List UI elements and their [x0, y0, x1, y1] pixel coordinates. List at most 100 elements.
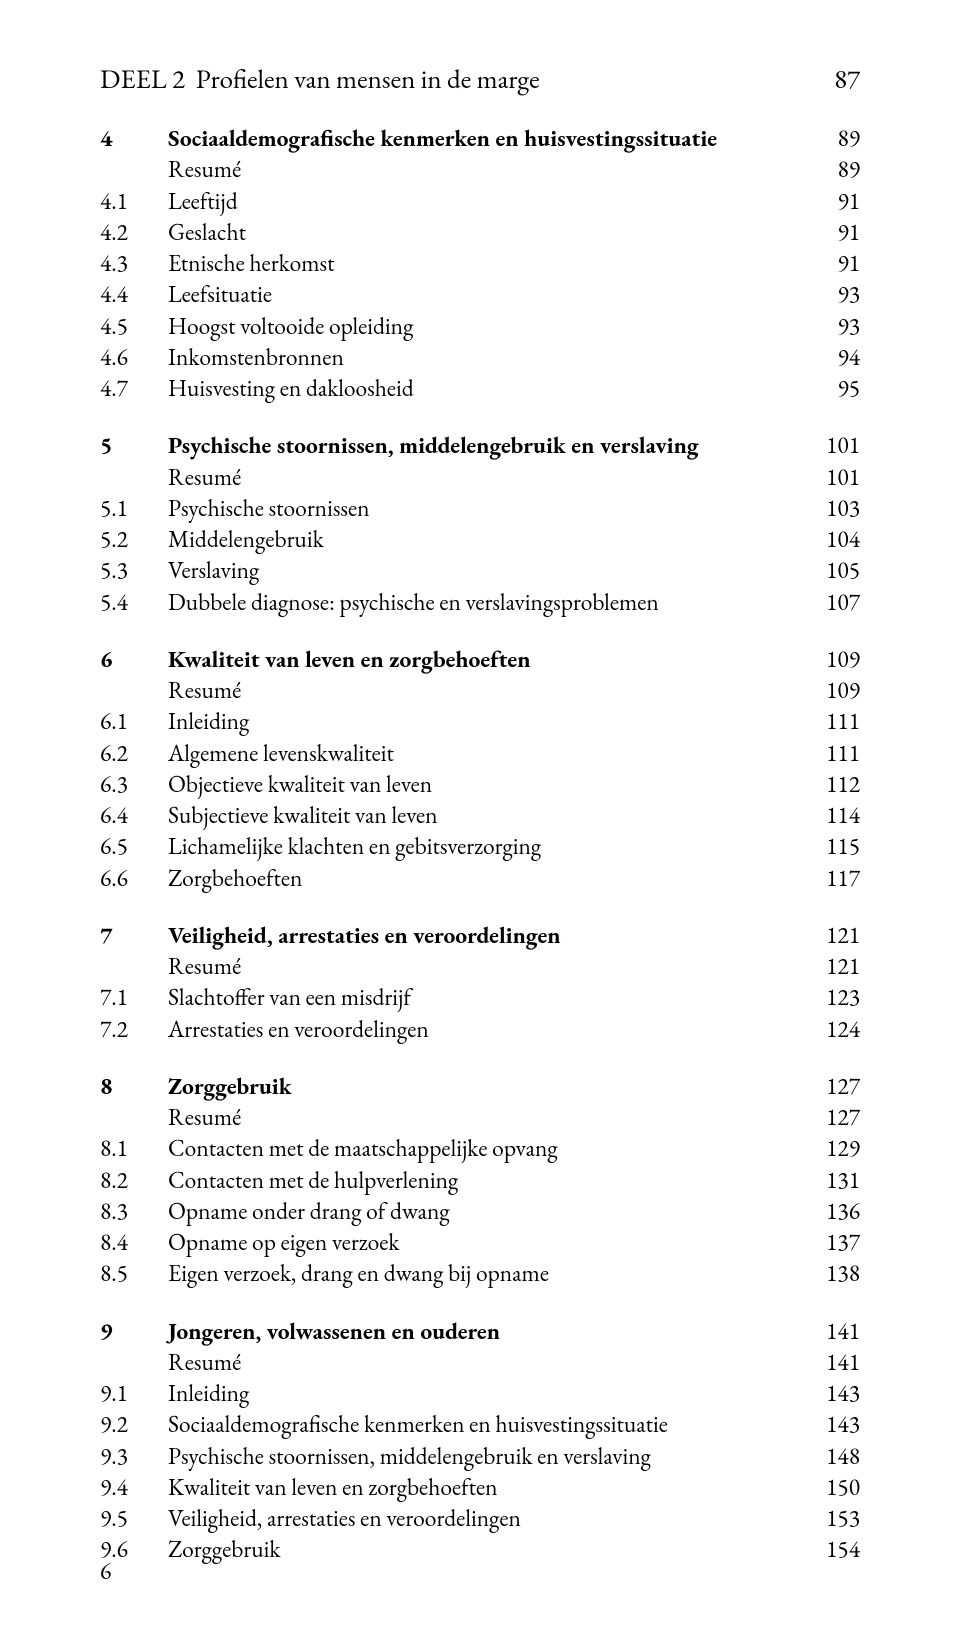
toc-section: 8Zorggebruik127Resumé1278.1Contacten met…	[100, 1071, 860, 1290]
chapter-page: 109	[805, 644, 860, 675]
entry-number: 6.5	[100, 831, 168, 862]
entry-page: 143	[805, 1378, 860, 1409]
toc-entry: 8.2Contacten met de hulpverlening131	[100, 1165, 860, 1196]
entry-title: Contacten met de maatschappelijke opvang	[168, 1133, 805, 1164]
entry-number: 4.2	[100, 217, 168, 248]
entry-title: Inkomstenbronnen	[168, 342, 805, 373]
toc-entry: 8.1Contacten met de maatschappelijke opv…	[100, 1133, 860, 1164]
entry-title: Psychische stoornissen	[168, 493, 805, 524]
chapter-title: Kwaliteit van leven en zorgbehoeften	[168, 644, 805, 675]
toc-entry: 9.4Kwaliteit van leven en zorgbehoeften1…	[100, 1472, 860, 1503]
toc-entry: 5.2Middelengebruik104	[100, 524, 860, 555]
entry-title: Middelengebruik	[168, 524, 805, 555]
toc-entry: 4.2Geslacht91	[100, 217, 860, 248]
entry-number: 9.2	[100, 1409, 168, 1440]
chapter-number: 7	[100, 920, 168, 951]
entry-title: Resumé	[168, 675, 805, 706]
chapter-page: 121	[805, 920, 860, 951]
toc-entry: 8.5Eigen verzoek, drang en dwang bij opn…	[100, 1258, 860, 1289]
toc-section: 6Kwaliteit van leven en zorgbehoeften109…	[100, 644, 860, 894]
toc-entry: 6.3Objectieve kwaliteit van leven112	[100, 769, 860, 800]
chapter-number: 4	[100, 123, 168, 154]
entry-number: 5.4	[100, 587, 168, 618]
entry-number: 9.1	[100, 1378, 168, 1409]
entry-page: 153	[805, 1503, 860, 1534]
toc-entry: 7.1Slachtoffer van een misdrijf123	[100, 982, 860, 1013]
entry-number: 6.3	[100, 769, 168, 800]
entry-page: 91	[805, 217, 860, 248]
toc-entry: 6.6Zorgbehoeften117	[100, 863, 860, 894]
chapter-number: 5	[100, 430, 168, 461]
entry-number: 9.5	[100, 1503, 168, 1534]
entry-number: 4.4	[100, 279, 168, 310]
entry-page: 123	[805, 982, 860, 1013]
toc-entry: 9.2Sociaaldemografische kenmerken en hui…	[100, 1409, 860, 1440]
toc-entry: Resumé127	[100, 1102, 860, 1133]
entry-title: Resumé	[168, 154, 805, 185]
entry-title: Dubbele diagnose: psychische en verslavi…	[168, 587, 805, 618]
chapter-title: Psychische stoornissen, middelengebruik …	[168, 430, 805, 461]
entry-title: Hoogst voltooide opleiding	[168, 311, 805, 342]
entry-title: Sociaaldemografische kenmerken en huisve…	[168, 1409, 805, 1440]
entry-title: Contacten met de hulpverlening	[168, 1165, 805, 1196]
toc-sections: 4 Sociaaldemografische kenmerken en huisv…	[100, 123, 860, 1566]
entry-page: 111	[805, 706, 860, 737]
entry-page: 124	[805, 1014, 860, 1045]
toc-entry: 9.5Veiligheid, arrestaties en veroordeli…	[100, 1503, 860, 1534]
toc-entry: 6.5Lichamelijke klachten en gebitsverzor…	[100, 831, 860, 862]
toc-entry: 4.7Huisvesting en dakloosheid95	[100, 373, 860, 404]
toc-section: 9Jongeren, volwassenen en ouderen141Resu…	[100, 1316, 860, 1566]
toc-entry: 5.3Verslaving105	[100, 555, 860, 586]
toc-entry: 8.3Opname onder drang of dwang136	[100, 1196, 860, 1227]
entry-number: 5.3	[100, 555, 168, 586]
toc-entry: 4.6Inkomstenbronnen94	[100, 342, 860, 373]
entry-title: Psychische stoornissen, middelengebruik …	[168, 1441, 805, 1472]
toc-entry: 5.1Psychische stoornissen103	[100, 493, 860, 524]
entry-page: 94	[805, 342, 860, 373]
part-title-label: DEEL 2 Profielen van mensen in de marge	[100, 62, 540, 97]
toc-entry: 4.3Etnische herkomst91	[100, 248, 860, 279]
entry-page: 141	[805, 1347, 860, 1378]
entry-title: Arrestaties en veroordelingen	[168, 1014, 805, 1045]
chapter-page: 141	[805, 1316, 860, 1347]
entry-page: 117	[805, 863, 860, 894]
entry-title: Geslacht	[168, 217, 805, 248]
entry-title: Leeftijd	[168, 186, 805, 217]
entry-title: Eigen verzoek, drang en dwang bij opname	[168, 1258, 805, 1289]
entry-title: Verslaving	[168, 555, 805, 586]
entry-number: 4.5	[100, 311, 168, 342]
entry-number: 8.1	[100, 1133, 168, 1164]
toc-entry: 6.4Subjectieve kwaliteit van leven114	[100, 800, 860, 831]
entry-title: Resumé	[168, 1347, 805, 1378]
entry-number: 4.7	[100, 373, 168, 404]
toc-entry: 9.6Zorggebruik154	[100, 1534, 860, 1565]
toc-entry: Resumé89	[100, 154, 860, 185]
toc-entry: Resumé109	[100, 675, 860, 706]
entry-title: Huisvesting en dakloosheid	[168, 373, 805, 404]
entry-title: Opname onder drang of dwang	[168, 1196, 805, 1227]
chapter-number: 8	[100, 1071, 168, 1102]
entry-title: Zorggebruik	[168, 1534, 805, 1565]
toc-entry: 5.4Dubbele diagnose: psychische en versl…	[100, 587, 860, 618]
toc-entry: 7.2Arrestaties en veroordelingen124	[100, 1014, 860, 1045]
chapter-title: Veiligheid, arrestaties en veroordelinge…	[168, 920, 805, 951]
toc-chapter-head: 4Sociaaldemografische kenmerken en huisv…	[100, 123, 860, 154]
toc-entry: 6.1Inleiding111	[100, 706, 860, 737]
entry-number: 6.2	[100, 738, 168, 769]
toc-chapter-head: 6Kwaliteit van leven en zorgbehoeften109	[100, 644, 860, 675]
entry-title: Resumé	[168, 951, 805, 982]
entry-page: 91	[805, 186, 860, 217]
entry-number: 4.6	[100, 342, 168, 373]
entry-title: Resumé	[168, 462, 805, 493]
entry-number: 7.2	[100, 1014, 168, 1045]
entry-number: 9.4	[100, 1472, 168, 1503]
toc-chapter-head: 9Jongeren, volwassenen en ouderen141	[100, 1316, 860, 1347]
entry-page: 91	[805, 248, 860, 279]
entry-page: 112	[805, 769, 860, 800]
toc-entry: 9.1Inleiding143	[100, 1378, 860, 1409]
entry-page: 129	[805, 1133, 860, 1164]
entry-page: 131	[805, 1165, 860, 1196]
entry-page: 136	[805, 1196, 860, 1227]
part-title-page: 87	[834, 62, 860, 97]
entry-page: 154	[805, 1534, 860, 1565]
